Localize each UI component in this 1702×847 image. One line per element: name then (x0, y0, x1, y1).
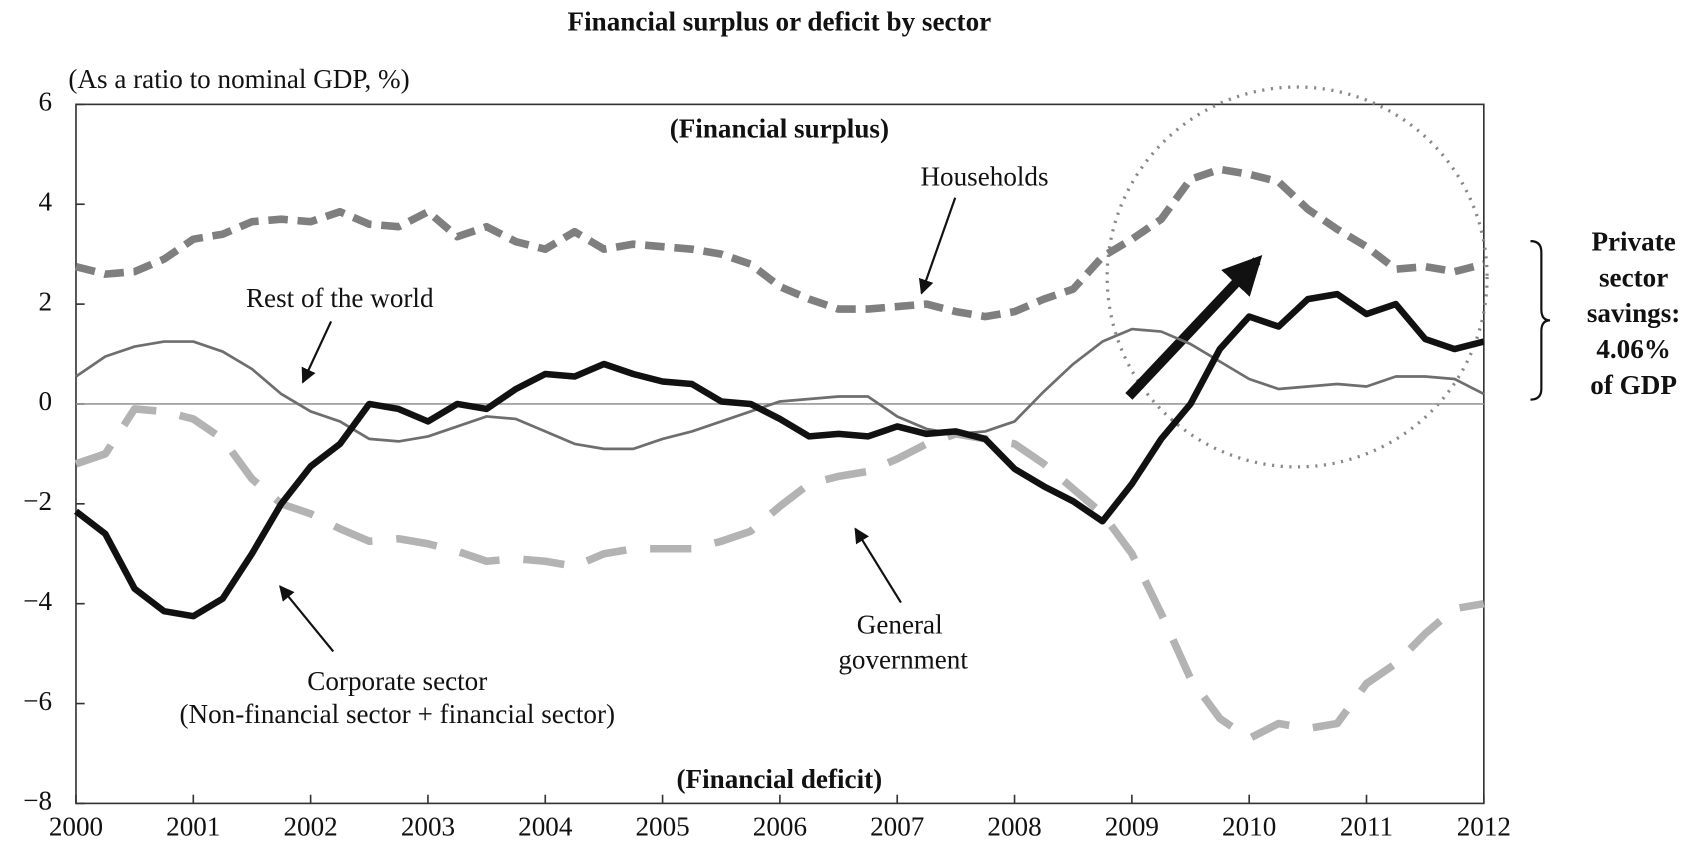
side-note: 4.06% (1596, 334, 1671, 364)
x-tick-label: 2001 (166, 812, 220, 842)
x-tick-label: 2012 (1457, 812, 1511, 842)
x-tick-label: 2002 (283, 812, 337, 842)
side-note: sector (1599, 262, 1668, 292)
x-tick-label: 2000 (49, 812, 103, 842)
series-line (74, 290, 1485, 620)
x-tick-label: 2007 (870, 812, 924, 842)
x-tick-label: 2011 (1340, 812, 1393, 842)
arrow (854, 527, 902, 604)
y-tick-label: 4 (39, 186, 53, 216)
annotation: (Non-financial sector + financial sector… (180, 699, 616, 729)
y-tick-label: −4 (23, 586, 52, 616)
x-tick-label: 2004 (518, 812, 573, 842)
y-tick-label: −2 (23, 486, 52, 516)
y-tick-label: 0 (39, 386, 53, 416)
y-tick-label: 2 (39, 286, 53, 316)
y-tick-label: −6 (23, 686, 52, 716)
highlight-circle (1105, 85, 1489, 469)
side-note: Private (1591, 227, 1675, 257)
arrow (279, 585, 335, 653)
arrow (301, 321, 333, 384)
annotation: (Financial surplus) (670, 114, 889, 144)
series-label: Rest of the world (246, 283, 434, 313)
x-tick-label: 2006 (753, 812, 807, 842)
y-tick-label: −8 (23, 786, 52, 816)
side-note: of GDP (1590, 370, 1677, 400)
x-tick-label: 2009 (1105, 812, 1159, 842)
chart-title: Financial surplus or deficit by sector (568, 6, 992, 36)
x-tick-label: 2008 (987, 812, 1041, 842)
y-tick-label: 6 (39, 87, 53, 117)
annotation: (Financial deficit) (677, 764, 883, 794)
series-label: General government (838, 610, 968, 675)
series-line (74, 405, 1485, 743)
side-note: savings: (1587, 298, 1680, 328)
x-tick-label: 2010 (1222, 812, 1276, 842)
series-label: Corporate sector (307, 666, 487, 696)
series-line (75, 165, 1485, 321)
x-tick-label: 2005 (635, 812, 689, 842)
brace (1530, 240, 1551, 401)
series-label: Households (920, 161, 1048, 191)
x-tick-label: 2003 (401, 812, 455, 842)
arrow (918, 197, 957, 295)
y-axis-label: (As a ratio to nominal GDP, %) (68, 64, 409, 94)
series-line (75, 327, 1485, 451)
big-arrow (1125, 254, 1263, 400)
